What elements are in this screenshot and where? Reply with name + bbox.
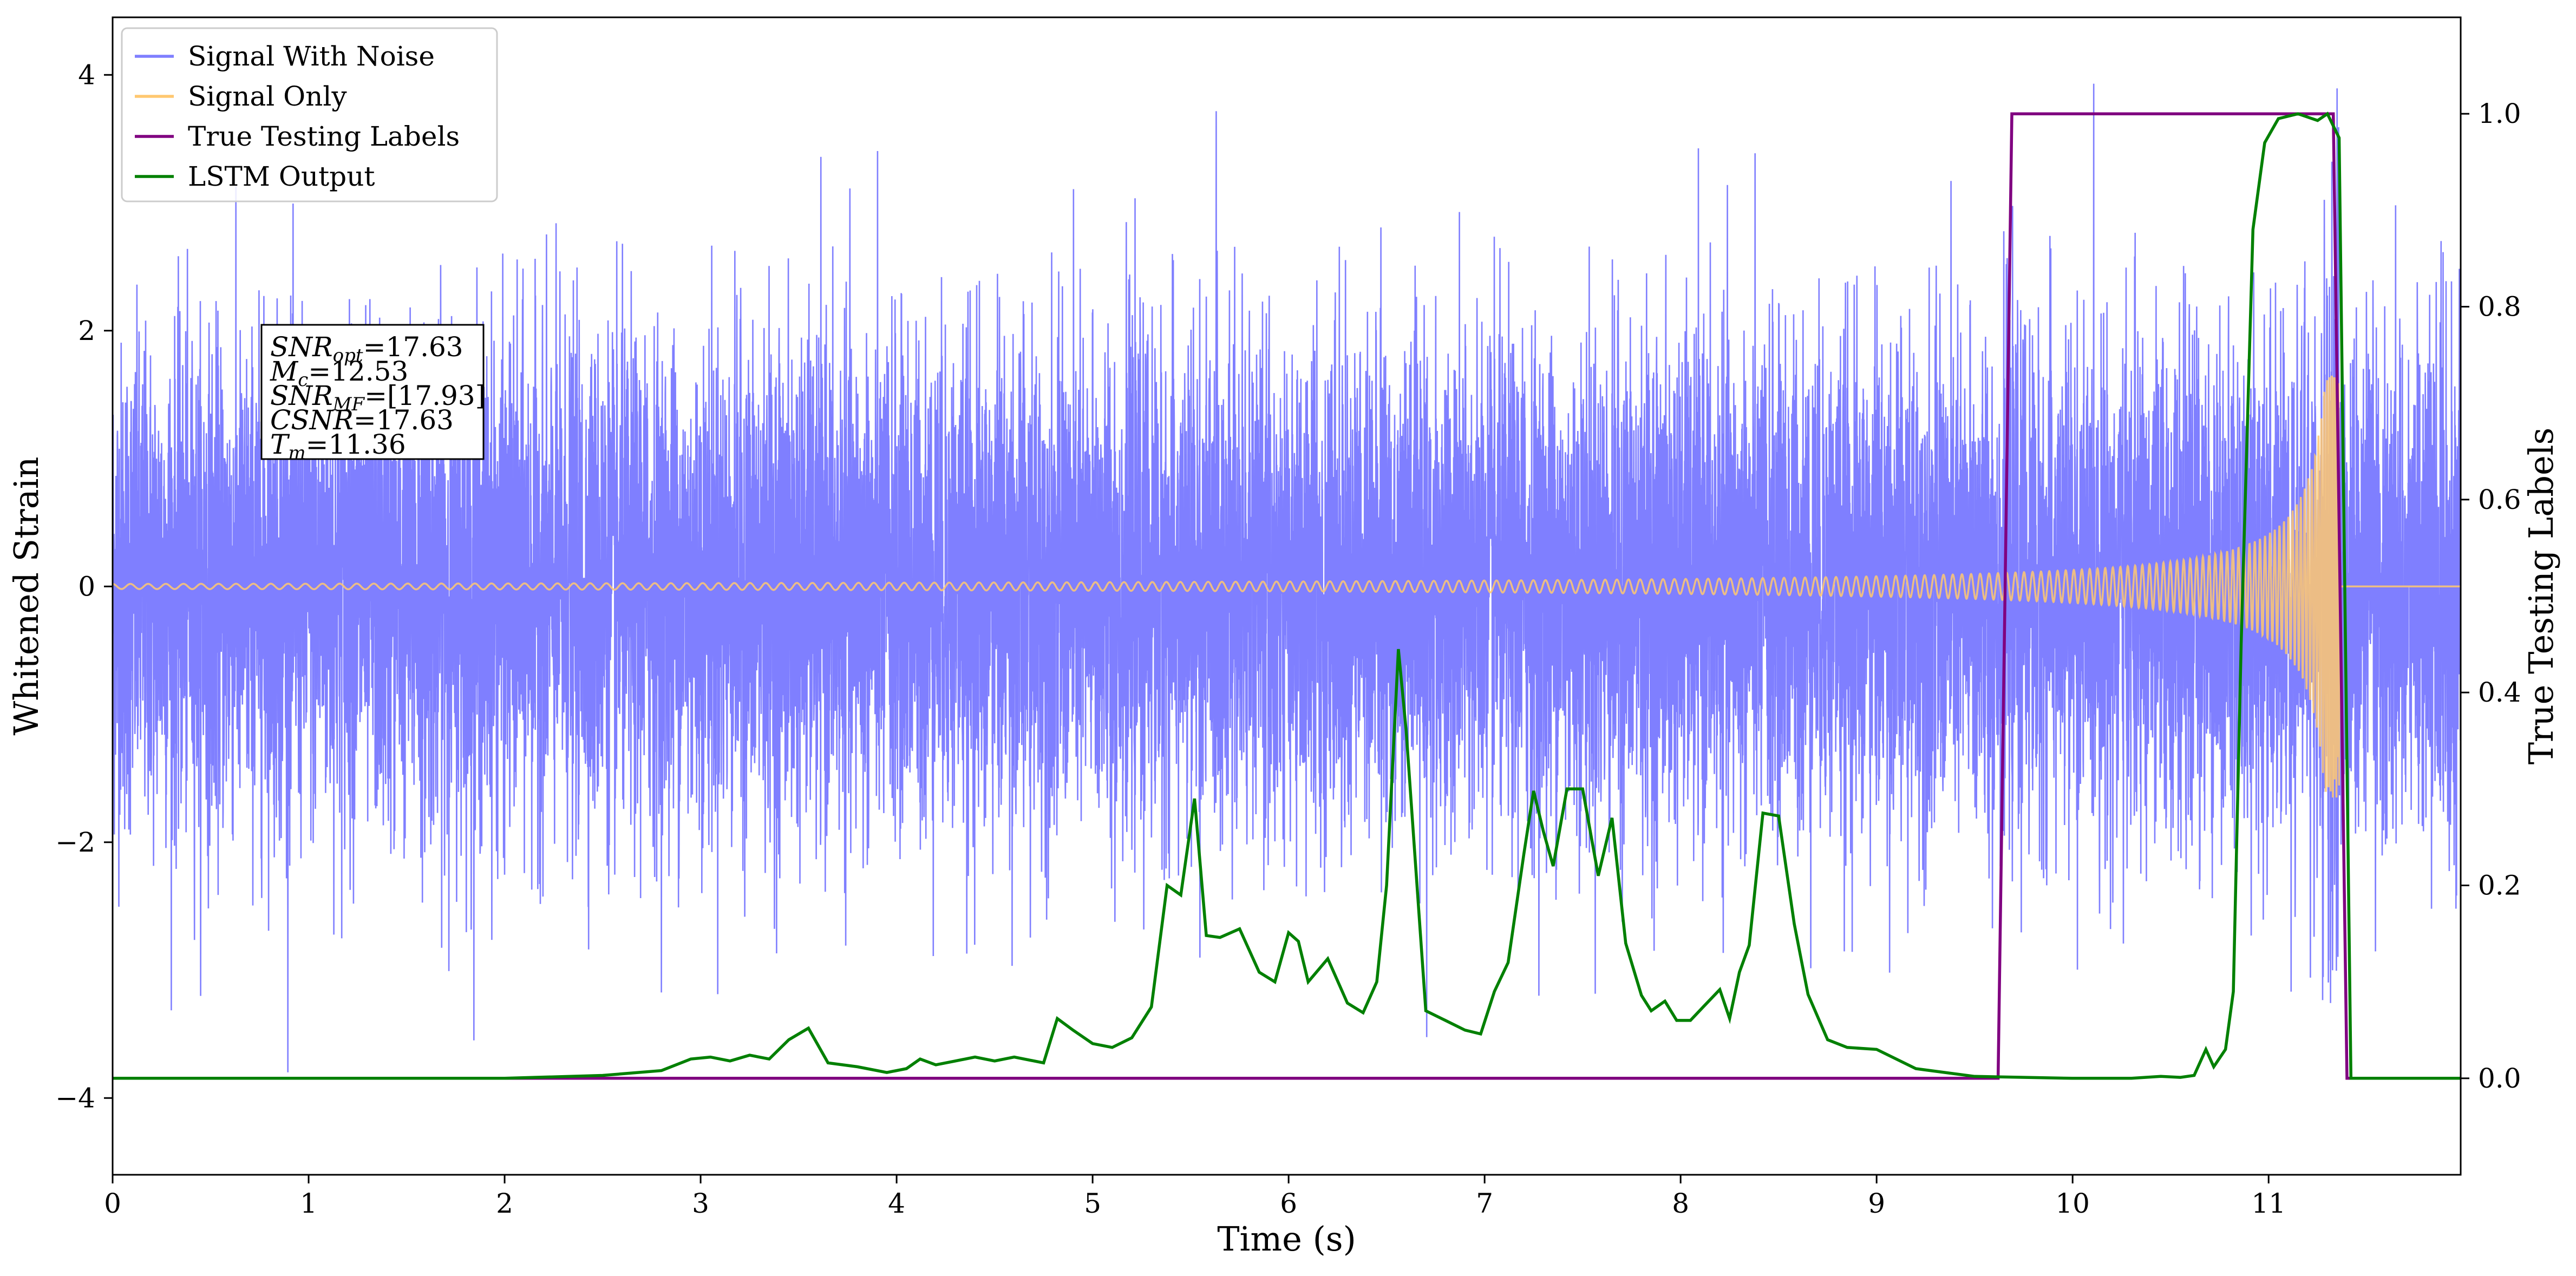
x-tick-label: 10: [2055, 1188, 2090, 1219]
signal-only-line: [113, 375, 2461, 798]
series-layer: [113, 83, 2461, 1080]
legend-entry: Signal Only: [188, 81, 347, 112]
legend-entry: True Testing Labels: [188, 121, 460, 152]
y-axis-right-label: True Testing Labels: [2521, 428, 2561, 765]
y-right-tick-label: 0.6: [2478, 484, 2521, 515]
annotation-subscript: c: [298, 369, 308, 391]
x-tick-label: 4: [888, 1188, 905, 1219]
x-tick-label: 9: [1868, 1188, 1885, 1219]
x-tick-label: 0: [104, 1188, 121, 1219]
x-axis-label: Time (s): [1217, 1219, 1356, 1259]
y-left-tick-label: 4: [78, 59, 95, 90]
x-tick-label: 11: [2251, 1188, 2286, 1219]
annotation-value: =17.63: [363, 331, 463, 363]
x-tick-label: 8: [1672, 1188, 1689, 1219]
x-tick-label: 6: [1280, 1188, 1297, 1219]
legend: Signal With Noise Signal Only True Testing…: [121, 27, 498, 202]
y-right-tick-label: 0.2: [2478, 870, 2521, 901]
y-left-tick-label: 2: [78, 315, 95, 346]
ticks-layer: 0 1 2 3 4 5 6 7 8 9 10 11 −4 −2 0 2 4 0.0 0.2 0.4 0.6 0.8 1.0: [55, 59, 2521, 1219]
y-left-tick-label: 0: [78, 571, 95, 602]
annotation-value: =[17.93]: [364, 380, 486, 411]
annotation-line: SNRMF=[17.93]: [270, 380, 486, 415]
x-tick-label: 7: [1476, 1188, 1493, 1219]
plot-frame: [112, 16, 2462, 1176]
y-right-tick-label: 0.4: [2478, 677, 2521, 708]
annotation-box: SNRopt=17.63Mc=12.53SNRMF=[17.93]CSNR=17…: [260, 324, 486, 464]
y-right-tick-label: 0.0: [2478, 1063, 2521, 1094]
legend-entry: Signal With Noise: [188, 41, 435, 72]
annotation-line: Tm=11.36: [270, 429, 406, 464]
legend-frame: [121, 27, 498, 202]
y-axis-left-label: Whitened Strain: [6, 457, 46, 736]
legend-entry: LSTM Output: [188, 161, 375, 192]
annotation-subscript: MF: [332, 394, 365, 415]
x-tick-label: 2: [496, 1188, 513, 1219]
annotation-value: =17.63: [354, 404, 454, 436]
y-left-tick-label: −4: [55, 1082, 95, 1114]
y-left-tick-label: −2: [55, 827, 95, 858]
annotation-line: CSNR=17.63: [270, 404, 454, 436]
annotation-symbol: M: [270, 356, 299, 387]
annotation-frame: [260, 324, 485, 460]
annotation-line: SNRopt=17.63: [270, 331, 463, 367]
signal-with-noise-line: [113, 83, 2461, 1072]
x-tick-label: 5: [1084, 1188, 1101, 1219]
annotation-value: =12.53: [308, 356, 408, 387]
y-right-tick-label: 1.0: [2478, 98, 2521, 129]
annotation-symbol: T: [270, 429, 290, 460]
annotation-subscript: m: [288, 442, 305, 464]
annotation-symbol: CSNR: [270, 404, 354, 436]
x-tick-label: 3: [692, 1188, 709, 1219]
annotation-symbol: SNR: [270, 380, 333, 411]
x-tick-label: 1: [300, 1188, 317, 1219]
lstm-output-line: [113, 112, 2461, 1080]
annotation-value: =11.36: [306, 429, 406, 460]
annotation-subscript: opt: [333, 345, 363, 367]
axes-layer: [112, 16, 2462, 1176]
annotation-line: Mc=12.53: [270, 356, 408, 391]
y-right-tick-label: 0.8: [2478, 291, 2521, 323]
annotation-symbol: SNR: [270, 331, 333, 363]
